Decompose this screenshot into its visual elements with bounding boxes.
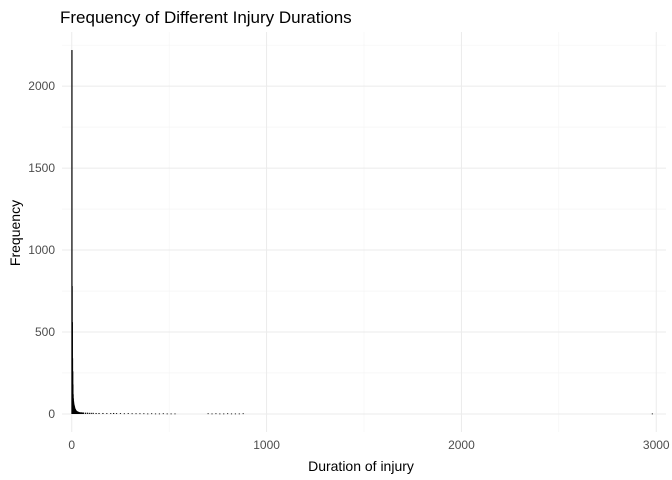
y-tick-label: 1500 bbox=[28, 161, 55, 175]
histogram-bar bbox=[143, 413, 145, 415]
histogram-bar bbox=[123, 413, 125, 415]
histogram-bar bbox=[139, 413, 141, 415]
x-axis-title: Duration of injury bbox=[308, 458, 414, 474]
histogram-bar bbox=[95, 412, 97, 414]
histogram-bar bbox=[151, 413, 153, 415]
y-axis-title: Frequency bbox=[7, 200, 23, 266]
histogram-bar bbox=[135, 413, 137, 415]
histogram-bar bbox=[113, 412, 115, 414]
histogram-bar bbox=[651, 413, 653, 415]
histogram-bar bbox=[127, 413, 129, 414]
histogram-bar bbox=[84, 412, 86, 414]
histogram-bar bbox=[219, 413, 221, 415]
chart-title: Frequency of Different Injury Durations bbox=[60, 8, 352, 27]
histogram-bar bbox=[78, 412, 80, 414]
histogram-bar bbox=[230, 413, 233, 415]
histogram-bar bbox=[147, 413, 149, 415]
histogram-bar bbox=[106, 413, 108, 414]
histogram-bar bbox=[86, 412, 88, 414]
histogram-bar bbox=[102, 412, 104, 414]
histogram-bar bbox=[115, 413, 118, 414]
grid-layer bbox=[62, 32, 666, 432]
histogram-bar bbox=[158, 413, 161, 415]
histogram-bar bbox=[110, 413, 112, 414]
histogram-bar bbox=[215, 413, 217, 415]
histogram-bar bbox=[242, 413, 244, 415]
histogram-bar bbox=[98, 412, 100, 414]
y-tick-label: 500 bbox=[35, 325, 55, 339]
histogram-bar bbox=[170, 413, 172, 415]
histogram-bar bbox=[88, 412, 90, 414]
histogram-bar bbox=[234, 413, 237, 415]
histogram-bar bbox=[154, 413, 157, 415]
histogram-bar bbox=[119, 413, 122, 414]
histogram-bar bbox=[166, 413, 168, 415]
histogram-bar bbox=[238, 413, 240, 415]
y-tick-label: 0 bbox=[48, 407, 55, 421]
y-tick-label: 1000 bbox=[28, 243, 55, 257]
histogram-bar bbox=[223, 413, 225, 415]
histogram-bar bbox=[207, 413, 209, 415]
histogram-bar bbox=[174, 413, 176, 415]
histogram-bar bbox=[78, 412, 81, 414]
x-tick-label: 2000 bbox=[448, 438, 475, 452]
histogram-bar bbox=[92, 412, 94, 414]
histogram-bar bbox=[82, 412, 85, 414]
histogram-bar bbox=[80, 412, 83, 414]
y-tick-label: 2000 bbox=[28, 79, 55, 93]
histogram-bar bbox=[162, 413, 164, 415]
histogram-bar bbox=[71, 50, 73, 414]
histogram-bar bbox=[211, 413, 213, 415]
histogram-bar bbox=[79, 412, 82, 414]
histogram-bar bbox=[227, 413, 229, 415]
histogram-bar bbox=[81, 412, 84, 414]
x-tick-label: 3000 bbox=[643, 438, 670, 452]
histogram-bar bbox=[90, 412, 92, 414]
x-tick-label: 1000 bbox=[253, 438, 280, 452]
histogram-bar bbox=[131, 413, 133, 415]
bars-layer bbox=[71, 50, 653, 415]
x-tick-label: 0 bbox=[68, 438, 75, 452]
ticks-layer: 0 1000 2000 3000 0 500 1000 1500 2000 bbox=[28, 79, 670, 452]
